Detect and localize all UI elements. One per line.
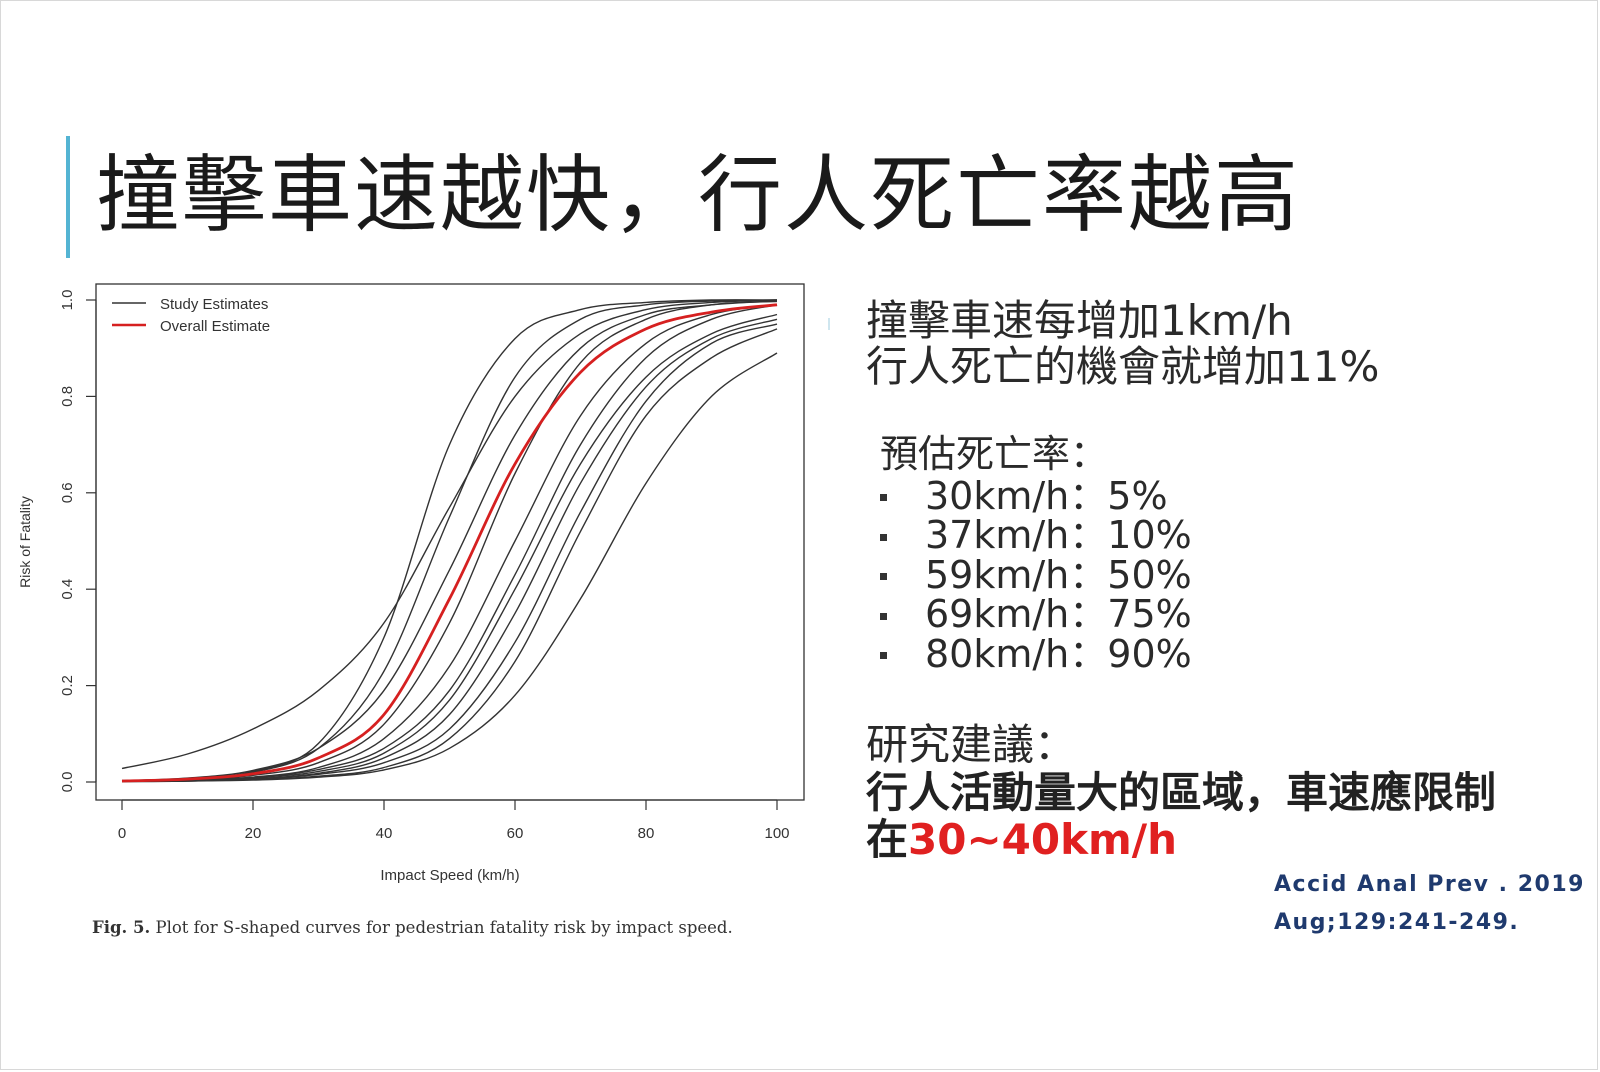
series-line-overall — [121, 303, 778, 783]
y-tick-label: 0.6 — [59, 482, 76, 503]
legend-label-overall: Overall Estimate — [160, 318, 270, 335]
legend-label-study: Study Estimates — [160, 296, 268, 313]
series-line-study — [121, 318, 778, 783]
plot-frame — [95, 283, 805, 801]
estimate-separator: ： — [1069, 631, 1108, 676]
estimate-heading: 預估死亡率： — [880, 432, 1109, 476]
y-axis: 0.0 0.2 0.4 0.6 0.8 1.0 — [59, 290, 97, 793]
series-line-study — [121, 323, 778, 783]
estimate-item: 30km/h ： 5% — [880, 476, 1192, 516]
y-tick-label: 0.0 — [59, 772, 76, 793]
citation-volume: Aug;129:241-249. — [1274, 910, 1520, 935]
citation: Accid Anal Prev . 2019 Aug;129:241-249. — [1274, 866, 1585, 942]
recommend-prefix: 在 — [866, 815, 909, 864]
estimate-rate: 50% — [1107, 552, 1192, 597]
recommend-body: 行人活動量大的區域，車速應限制 — [866, 768, 1497, 817]
estimate-item: 59km/h ： 50% — [880, 555, 1192, 595]
series-line-study — [121, 300, 778, 782]
fatality-risk-chart: 0 20 40 60 80 100 0.0 0.2 0.4 0.6 0.8 1.0 Study Es… — [17, 283, 805, 884]
estimate-speed: 59km/h — [925, 552, 1070, 597]
x-axis-label: Impact Speed (km/h) — [380, 867, 519, 884]
legend: Study Estimates Overall Estimate — [112, 296, 270, 335]
decorative-mark — [828, 318, 830, 330]
estimate-speed: 80km/h — [925, 631, 1070, 676]
recommend-heading: 研究建議： — [866, 720, 1077, 769]
square-bullet-icon — [880, 533, 887, 541]
estimate-item: 69km/h ： 75% — [880, 592, 1192, 637]
estimate-rate: 5% — [1107, 473, 1168, 518]
slide-title: 撞擊車速越快，行人死亡率越高 — [96, 146, 1301, 244]
figure-caption-label: Fig. 5. — [92, 918, 151, 937]
x-axis: 0 20 40 60 80 100 — [118, 799, 790, 842]
lead-line-speed: 撞擊車速每增加1km/h — [866, 296, 1293, 345]
curve-layer — [121, 299, 778, 783]
x-tick-label: 100 — [764, 825, 789, 842]
estimate-rate: 75% — [1107, 592, 1192, 637]
recommend-speed-range: 30~40km/h — [908, 815, 1178, 864]
figure-caption: Fig. 5. Plot for S-shaped curves for ped… — [92, 918, 733, 937]
citation-journal: Accid Anal Prev . 2019 — [1274, 872, 1585, 897]
estimate-item: 37km/h ： 10% — [880, 513, 1192, 558]
square-bullet-icon — [880, 612, 887, 620]
estimate-separator: ： — [1069, 513, 1108, 558]
series-line-study — [121, 304, 778, 782]
x-tick-label: 0 — [118, 825, 126, 842]
y-tick-label: 0.2 — [59, 675, 76, 696]
series-line-study — [121, 299, 778, 782]
series-line-study — [121, 299, 778, 770]
estimate-item: 80km/h ： 90% — [880, 634, 1192, 674]
series-line-study — [121, 304, 778, 782]
y-tick-label: 0.4 — [59, 579, 76, 600]
series-line-study — [121, 299, 778, 782]
title-accent-bar — [66, 136, 70, 258]
square-bullet-icon — [880, 494, 887, 502]
square-bullet-icon — [880, 652, 887, 660]
series-line-study — [121, 300, 778, 782]
estimate-separator: ： — [1069, 552, 1108, 597]
y-tick-label: 1.0 — [59, 290, 76, 311]
lead-line-risk: 行人死亡的機會就增加11% — [866, 342, 1380, 391]
estimate-speed: 30km/h — [925, 473, 1070, 518]
y-tick-label: 0.8 — [59, 386, 76, 407]
x-tick-label: 80 — [638, 825, 655, 842]
estimate-separator: ： — [1069, 592, 1108, 637]
estimate-rate: 90% — [1107, 631, 1192, 676]
recommend-range-line: 在30~40km/h — [866, 815, 1177, 865]
estimate-speed: 37km/h — [925, 513, 1070, 558]
series-line-study — [121, 313, 778, 782]
y-axis-label: Risk of Fatality — [17, 496, 33, 588]
x-tick-label: 20 — [245, 825, 262, 842]
series-line-study — [121, 352, 778, 783]
figure-caption-text: Plot for S-shaped curves for pedestrian … — [155, 918, 733, 937]
estimate-speed: 69km/h — [925, 592, 1070, 637]
square-bullet-icon — [880, 573, 887, 581]
x-tick-label: 60 — [507, 825, 524, 842]
estimate-rate: 10% — [1107, 513, 1192, 558]
estimate-separator: ： — [1069, 473, 1108, 518]
estimate-list: 30km/h ： 5% 37km/h ： 10% 59km/h ： 50% 69… — [880, 476, 1192, 674]
x-tick-label: 40 — [376, 825, 393, 842]
